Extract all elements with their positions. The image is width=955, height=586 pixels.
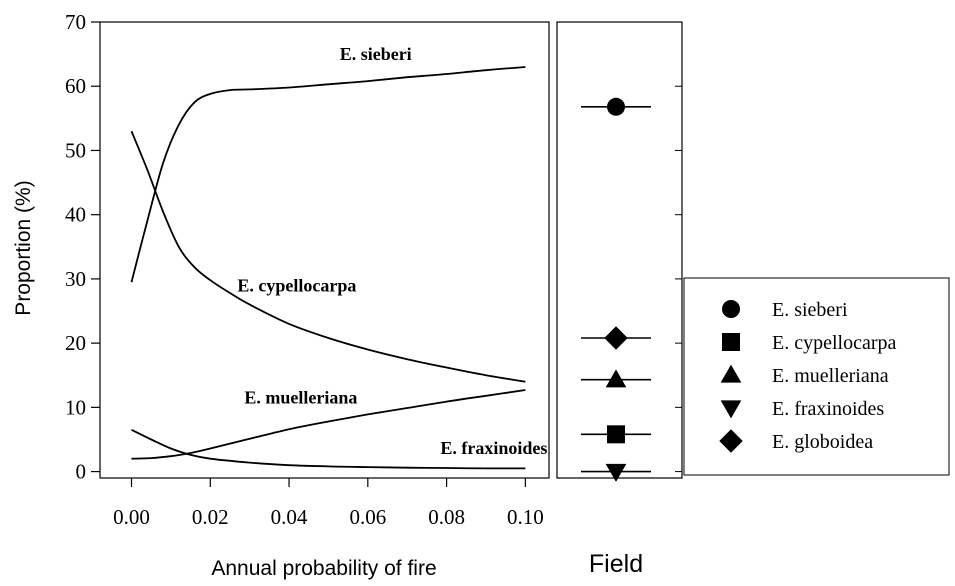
series-lines — [130, 66, 526, 470]
main-plot-frame — [99, 21, 550, 479]
series-line — [130, 130, 526, 383]
y-tick-label: 0 — [76, 460, 87, 484]
y-tick-label: 10 — [65, 395, 86, 419]
x-tick-label: 0.04 — [271, 505, 308, 529]
y-tick-label: 50 — [65, 138, 86, 162]
x-axis-label: Annual probability of fire — [211, 557, 436, 580]
legend-marker-triangle-up — [720, 364, 742, 383]
legend-label: E. muelleriana — [772, 365, 889, 387]
legend-box — [683, 277, 950, 476]
series-line — [131, 428, 526, 470]
legend-items: E. sieberi E. cypellocarpa E. muelleriana E… — [719, 299, 896, 453]
legend-label: E. globoidea — [772, 431, 873, 453]
legend-label: E. sieberi — [772, 299, 848, 321]
field-label: Field — [589, 550, 643, 578]
legend-marker-triangle-down — [720, 400, 742, 419]
y-tick-label: 30 — [65, 267, 86, 291]
curve-label: E. sieberi — [340, 44, 412, 64]
y-axis-label: Proportion (%) — [12, 180, 35, 315]
x-tick-label: 0.10 — [507, 505, 544, 529]
x-tick-label: 0.06 — [349, 505, 386, 529]
field-marker-square — [607, 425, 625, 444]
field-marker-triangle-up — [605, 369, 627, 388]
series-line — [131, 389, 526, 460]
field-marker-triangle-down — [605, 463, 627, 482]
y-axis: 0 10 20 30 40 50 60 70 — [65, 10, 682, 484]
legend-marker-square — [722, 333, 740, 351]
legend-marker-diamond — [719, 429, 743, 453]
y-tick-label: 40 — [65, 203, 86, 227]
field-points — [581, 97, 651, 482]
curve-label: E. muelleriana — [244, 388, 357, 408]
x-tick-label: 0.08 — [428, 505, 465, 529]
legend-label: E. cypellocarpa — [772, 332, 896, 354]
x-axis: 0.00 0.02 0.04 0.06 0.08 0.10 — [113, 478, 544, 529]
y-tick-label: 60 — [65, 74, 86, 98]
x-tick-label: 0.00 — [113, 505, 150, 529]
y-tick-label: 20 — [65, 331, 86, 355]
field-plot-frame — [556, 21, 683, 479]
legend-label: E. fraxinoides — [772, 398, 884, 420]
field-marker-circle — [607, 97, 625, 116]
y-tick-label: 70 — [65, 10, 86, 34]
field-marker-diamond — [604, 326, 628, 350]
series-line — [130, 66, 526, 283]
curve-label: E. fraxinoides — [440, 438, 547, 458]
curve-label: E. cypellocarpa — [237, 275, 356, 295]
curve-labels: E. sieberi E. cypellocarpa E. muelleriana E… — [237, 44, 547, 458]
legend-marker-circle — [722, 300, 740, 318]
x-tick-label: 0.02 — [192, 505, 229, 529]
